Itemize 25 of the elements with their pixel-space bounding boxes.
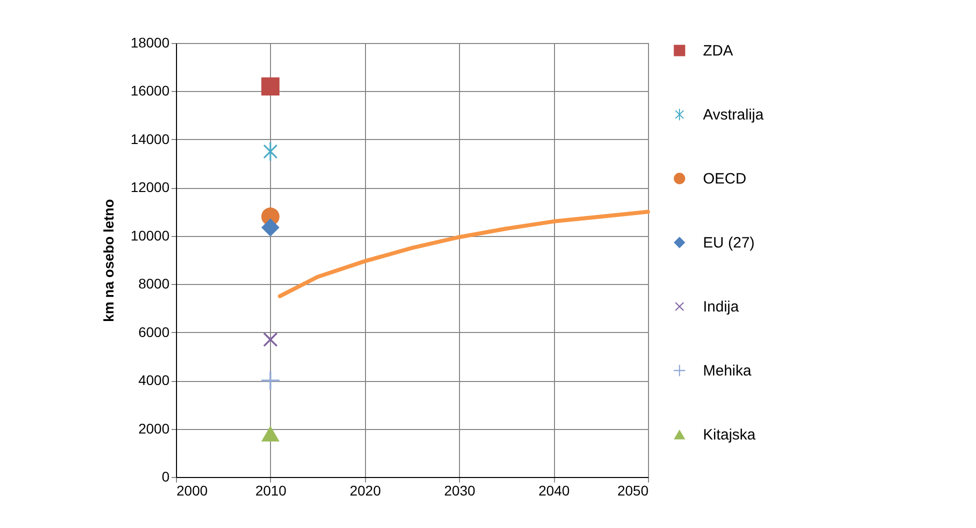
- legend-label: Mehika: [703, 362, 752, 380]
- legend-label: Kitajska: [703, 426, 756, 444]
- y-tick-label: 8000: [138, 276, 170, 292]
- x-tick-label: 2000: [176, 482, 208, 498]
- y-tick-label: 6000: [138, 324, 170, 340]
- y-axis-title: km na osebo letno: [100, 199, 117, 322]
- x-tick-label: 2040: [538, 482, 570, 498]
- x-tick-label: 2050: [617, 482, 649, 498]
- y-tick-label: 0: [162, 468, 170, 484]
- legend-label: ZDA: [703, 42, 733, 60]
- y-tick-label: 2000: [138, 420, 170, 436]
- legend-label: OECD: [703, 170, 747, 188]
- y-tick-label: 12000: [130, 179, 170, 196]
- x-tick-label: 2010: [255, 482, 287, 498]
- legend-label: EU (27): [703, 234, 755, 252]
- y-tick-label: 10000: [130, 227, 170, 244]
- y-tick-label: 4000: [138, 372, 170, 388]
- line-series: [278, 210, 650, 298]
- x-tick-label: 2020: [350, 482, 382, 498]
- legend-label: Indija: [703, 298, 740, 316]
- y-tick-label: 18000: [130, 34, 170, 50]
- y-tick-label: 14000: [130, 130, 170, 147]
- x-tick-label: 2030: [444, 482, 476, 498]
- y-tick-label: 16000: [130, 82, 170, 99]
- legend-label: Avstralija: [703, 106, 764, 124]
